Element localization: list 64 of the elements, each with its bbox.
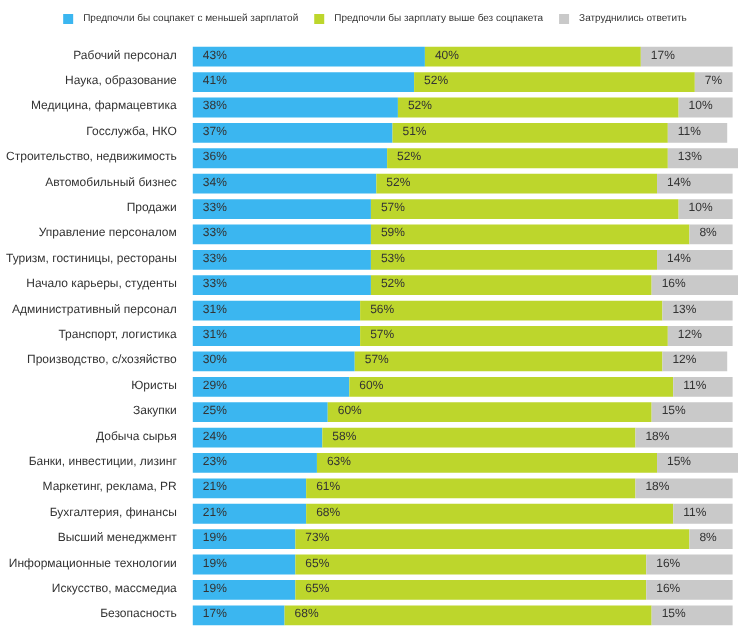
bar xyxy=(635,427,733,448)
bar xyxy=(192,402,328,423)
bar xyxy=(192,148,388,169)
bar xyxy=(192,478,307,499)
bar xyxy=(192,326,361,346)
bar xyxy=(657,173,733,194)
bar xyxy=(192,376,350,397)
bar xyxy=(657,453,738,473)
bar xyxy=(424,46,641,67)
bar xyxy=(387,148,668,169)
bar xyxy=(306,503,674,524)
bar xyxy=(635,478,733,499)
bar xyxy=(192,249,371,270)
bar xyxy=(192,199,371,219)
bar xyxy=(192,72,415,92)
bar xyxy=(414,72,695,92)
bar xyxy=(370,199,679,219)
bar xyxy=(376,173,658,194)
bar xyxy=(192,224,371,245)
bar xyxy=(651,402,733,423)
bar xyxy=(397,97,679,118)
bar xyxy=(192,351,355,372)
bar xyxy=(295,529,690,550)
bar xyxy=(689,529,733,550)
bar xyxy=(646,580,733,600)
bar xyxy=(192,427,323,448)
bar xyxy=(662,351,728,372)
bar xyxy=(673,376,733,397)
bar xyxy=(316,453,658,473)
bar xyxy=(360,300,663,321)
bar xyxy=(295,554,647,575)
bar xyxy=(667,326,733,346)
bar xyxy=(392,122,668,143)
bar xyxy=(651,605,733,626)
bar xyxy=(284,605,652,626)
bar xyxy=(192,97,398,118)
bar xyxy=(192,46,425,67)
bar xyxy=(360,326,668,346)
bar xyxy=(640,46,733,67)
bar xyxy=(327,402,652,423)
bar xyxy=(192,173,377,194)
bar xyxy=(662,300,733,321)
bar xyxy=(192,122,393,143)
bar xyxy=(349,376,674,397)
bar xyxy=(295,580,647,600)
bar xyxy=(370,249,658,270)
bar xyxy=(667,122,728,143)
bar xyxy=(673,503,733,524)
bar xyxy=(192,605,285,626)
bar xyxy=(657,249,733,270)
bar xyxy=(192,300,361,321)
bar xyxy=(192,503,307,524)
bar xyxy=(667,148,738,169)
bar xyxy=(306,478,636,499)
bar xyxy=(192,453,317,473)
bar xyxy=(651,275,738,296)
bar xyxy=(322,427,636,448)
bar xyxy=(694,72,733,92)
bar xyxy=(192,275,371,296)
bar xyxy=(192,529,296,550)
bar xyxy=(192,580,296,600)
bar xyxy=(370,275,652,296)
bar xyxy=(370,224,690,245)
bar xyxy=(354,351,663,372)
